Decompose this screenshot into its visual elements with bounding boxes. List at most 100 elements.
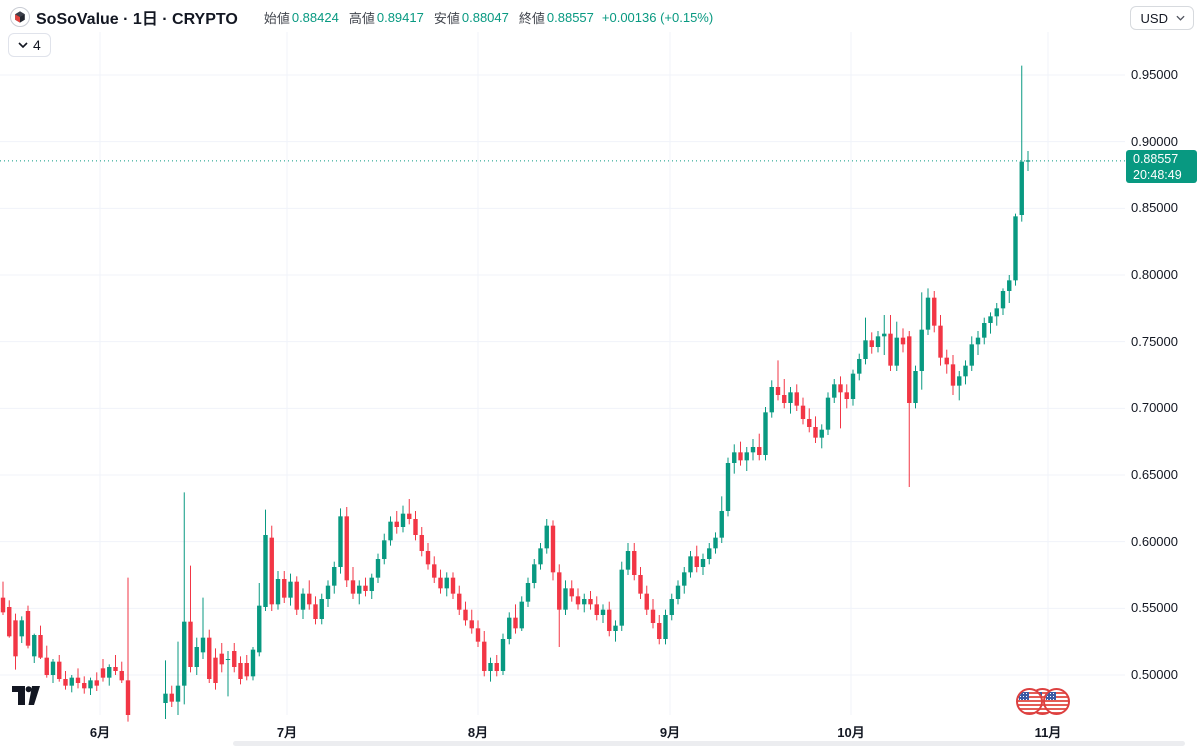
candle-body [407, 513, 412, 519]
current-price-value: 0.88557 [1133, 152, 1179, 167]
candle-body [900, 337, 906, 345]
candle-body [250, 649, 256, 677]
sosovalue-logo-icon [10, 7, 30, 27]
candle-body [907, 336, 912, 404]
candle-body [932, 297, 937, 326]
currency-dropdown[interactable]: USD [1129, 6, 1194, 30]
candle-body [544, 525, 549, 549]
candle-body [875, 336, 881, 348]
candle-body [94, 680, 99, 686]
price-axis-label: 0.75000 [1131, 333, 1178, 349]
candle-body [319, 599, 324, 619]
candle-body [838, 384, 843, 393]
candle-body [732, 452, 737, 464]
candle-body [513, 617, 518, 629]
candle-body [832, 384, 837, 398]
candle-body [582, 599, 587, 605]
candle-body [688, 556, 693, 573]
price-axis-label: 0.90000 [1131, 133, 1178, 149]
candle-body [982, 323, 987, 338]
us-flag-event-icon[interactable] [1016, 688, 1043, 715]
candle-body [313, 604, 318, 620]
low-value: 0.88047 [461, 9, 509, 25]
candle-body [307, 593, 312, 605]
candle-body [644, 593, 649, 610]
candle-body [750, 447, 756, 453]
candle-body [119, 671, 124, 681]
candle-body [350, 580, 356, 594]
candle-body [500, 639, 506, 671]
time-axis-label: 8月 [467, 725, 489, 740]
candle-body [763, 412, 768, 456]
candle-body [57, 661, 62, 679]
candle-body [182, 621, 187, 686]
candle-body [375, 559, 381, 578]
candle-body [819, 429, 824, 438]
symbol-title[interactable]: SoSoValue · 1日 · CRYPTO [36, 11, 238, 28]
candle-body [257, 605, 262, 653]
price-axis-label: 0.70000 [1131, 400, 1178, 416]
high-value: 0.89417 [376, 9, 424, 25]
candle-body [669, 599, 674, 615]
candle-body [563, 588, 568, 610]
candle-body [13, 620, 18, 657]
candle-body [269, 537, 274, 605]
candle-body [338, 516, 343, 567]
candle-body [100, 668, 106, 678]
candle-body [113, 667, 118, 671]
candle-body [163, 693, 168, 703]
candle-body [232, 651, 237, 667]
candle-body [607, 609, 612, 631]
candle-body [1019, 161, 1024, 216]
candle-body [288, 581, 293, 598]
candle-body [619, 569, 624, 626]
candle-body [282, 579, 287, 598]
candle-body [225, 659, 231, 660]
candle-body [675, 585, 681, 599]
candle-body [244, 663, 249, 677]
currency-value: USD [1140, 10, 1168, 26]
candle-body [88, 680, 93, 689]
candle-body [425, 551, 431, 565]
candle-body [844, 392, 849, 400]
candle-body [82, 683, 87, 689]
candle-body [532, 564, 537, 584]
high-label: 高値 [348, 10, 375, 26]
candle-body [550, 525, 556, 573]
candle-body [725, 463, 731, 512]
open-label: 始値 [263, 10, 290, 26]
candle-body [613, 625, 618, 631]
candle-body [494, 663, 499, 671]
candle-body [682, 572, 687, 586]
us-flag-event-icon[interactable] [1043, 688, 1070, 715]
candle-body [975, 337, 981, 345]
candle-body [913, 371, 918, 404]
indicators-collapse-button[interactable]: 4 [8, 33, 51, 57]
candle-body [700, 559, 706, 567]
candle-body [75, 677, 81, 683]
candle-body [207, 637, 212, 679]
candle-body [1000, 291, 1006, 309]
candle-body [294, 581, 299, 610]
tradingview-logo[interactable] [12, 686, 46, 711]
candle-body [588, 599, 593, 605]
candle-body [919, 329, 924, 372]
candle-body [575, 596, 581, 605]
price-axis-label: 0.95000 [1131, 67, 1178, 82]
candle-body [707, 548, 712, 560]
candle-body [7, 607, 12, 637]
candle-body [625, 551, 631, 570]
candle-body [638, 575, 643, 594]
candle-body [863, 340, 868, 360]
candle-body [807, 419, 812, 428]
candle-body [857, 359, 862, 374]
candle-body [438, 577, 443, 589]
candle-body [175, 685, 181, 702]
candle-body [744, 452, 749, 461]
candle-body [432, 564, 437, 578]
candle-body [38, 635, 43, 658]
time-axis-label: 7月 [276, 725, 298, 740]
candle-body [994, 308, 999, 317]
price-axis-label: 0.85000 [1131, 200, 1178, 216]
